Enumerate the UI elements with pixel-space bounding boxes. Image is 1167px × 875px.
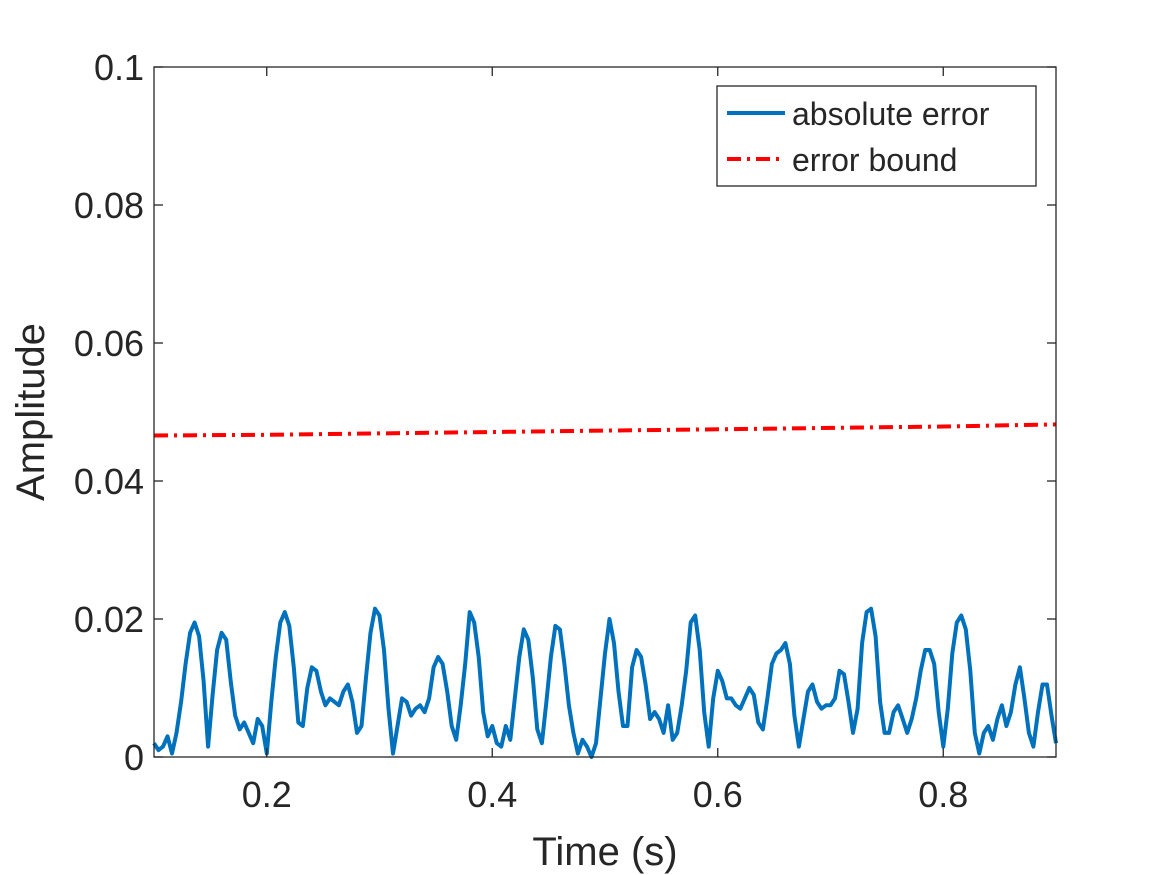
y-tick-label: 0.04: [74, 461, 144, 502]
y-tick-label: 0.1: [94, 47, 144, 88]
tick-layer: 0.2 0.4 0.6 0.8 0 0.02 0.04 0.06 0.08 0.1: [74, 47, 1056, 815]
y-tick-label: 0: [124, 737, 144, 778]
series-layer: [152, 422, 1058, 759]
y-axis-label: Amplitude: [9, 323, 53, 501]
legend-label-absolute-error: absolute error: [792, 96, 990, 132]
y-tick-label: 0.08: [74, 185, 144, 226]
legend: absolute error error bound: [716, 85, 1037, 187]
y-tick-label: 0.06: [74, 323, 144, 364]
legend-label-error-bound: error bound: [792, 142, 957, 178]
series-line-absolute-error: [152, 606, 1058, 759]
plot-frame: [153, 66, 1057, 758]
x-tick-label: 0.8: [918, 774, 968, 815]
series-line-error-bound: [153, 422, 1057, 438]
x-tick-label: 0.4: [467, 774, 517, 815]
x-tick-label: 0.2: [242, 774, 292, 815]
x-tick-label: 0.6: [693, 774, 743, 815]
legend-box: [716, 85, 1037, 187]
y-tick-label: 0.02: [74, 599, 144, 640]
x-axis-label: Time (s): [532, 830, 677, 874]
